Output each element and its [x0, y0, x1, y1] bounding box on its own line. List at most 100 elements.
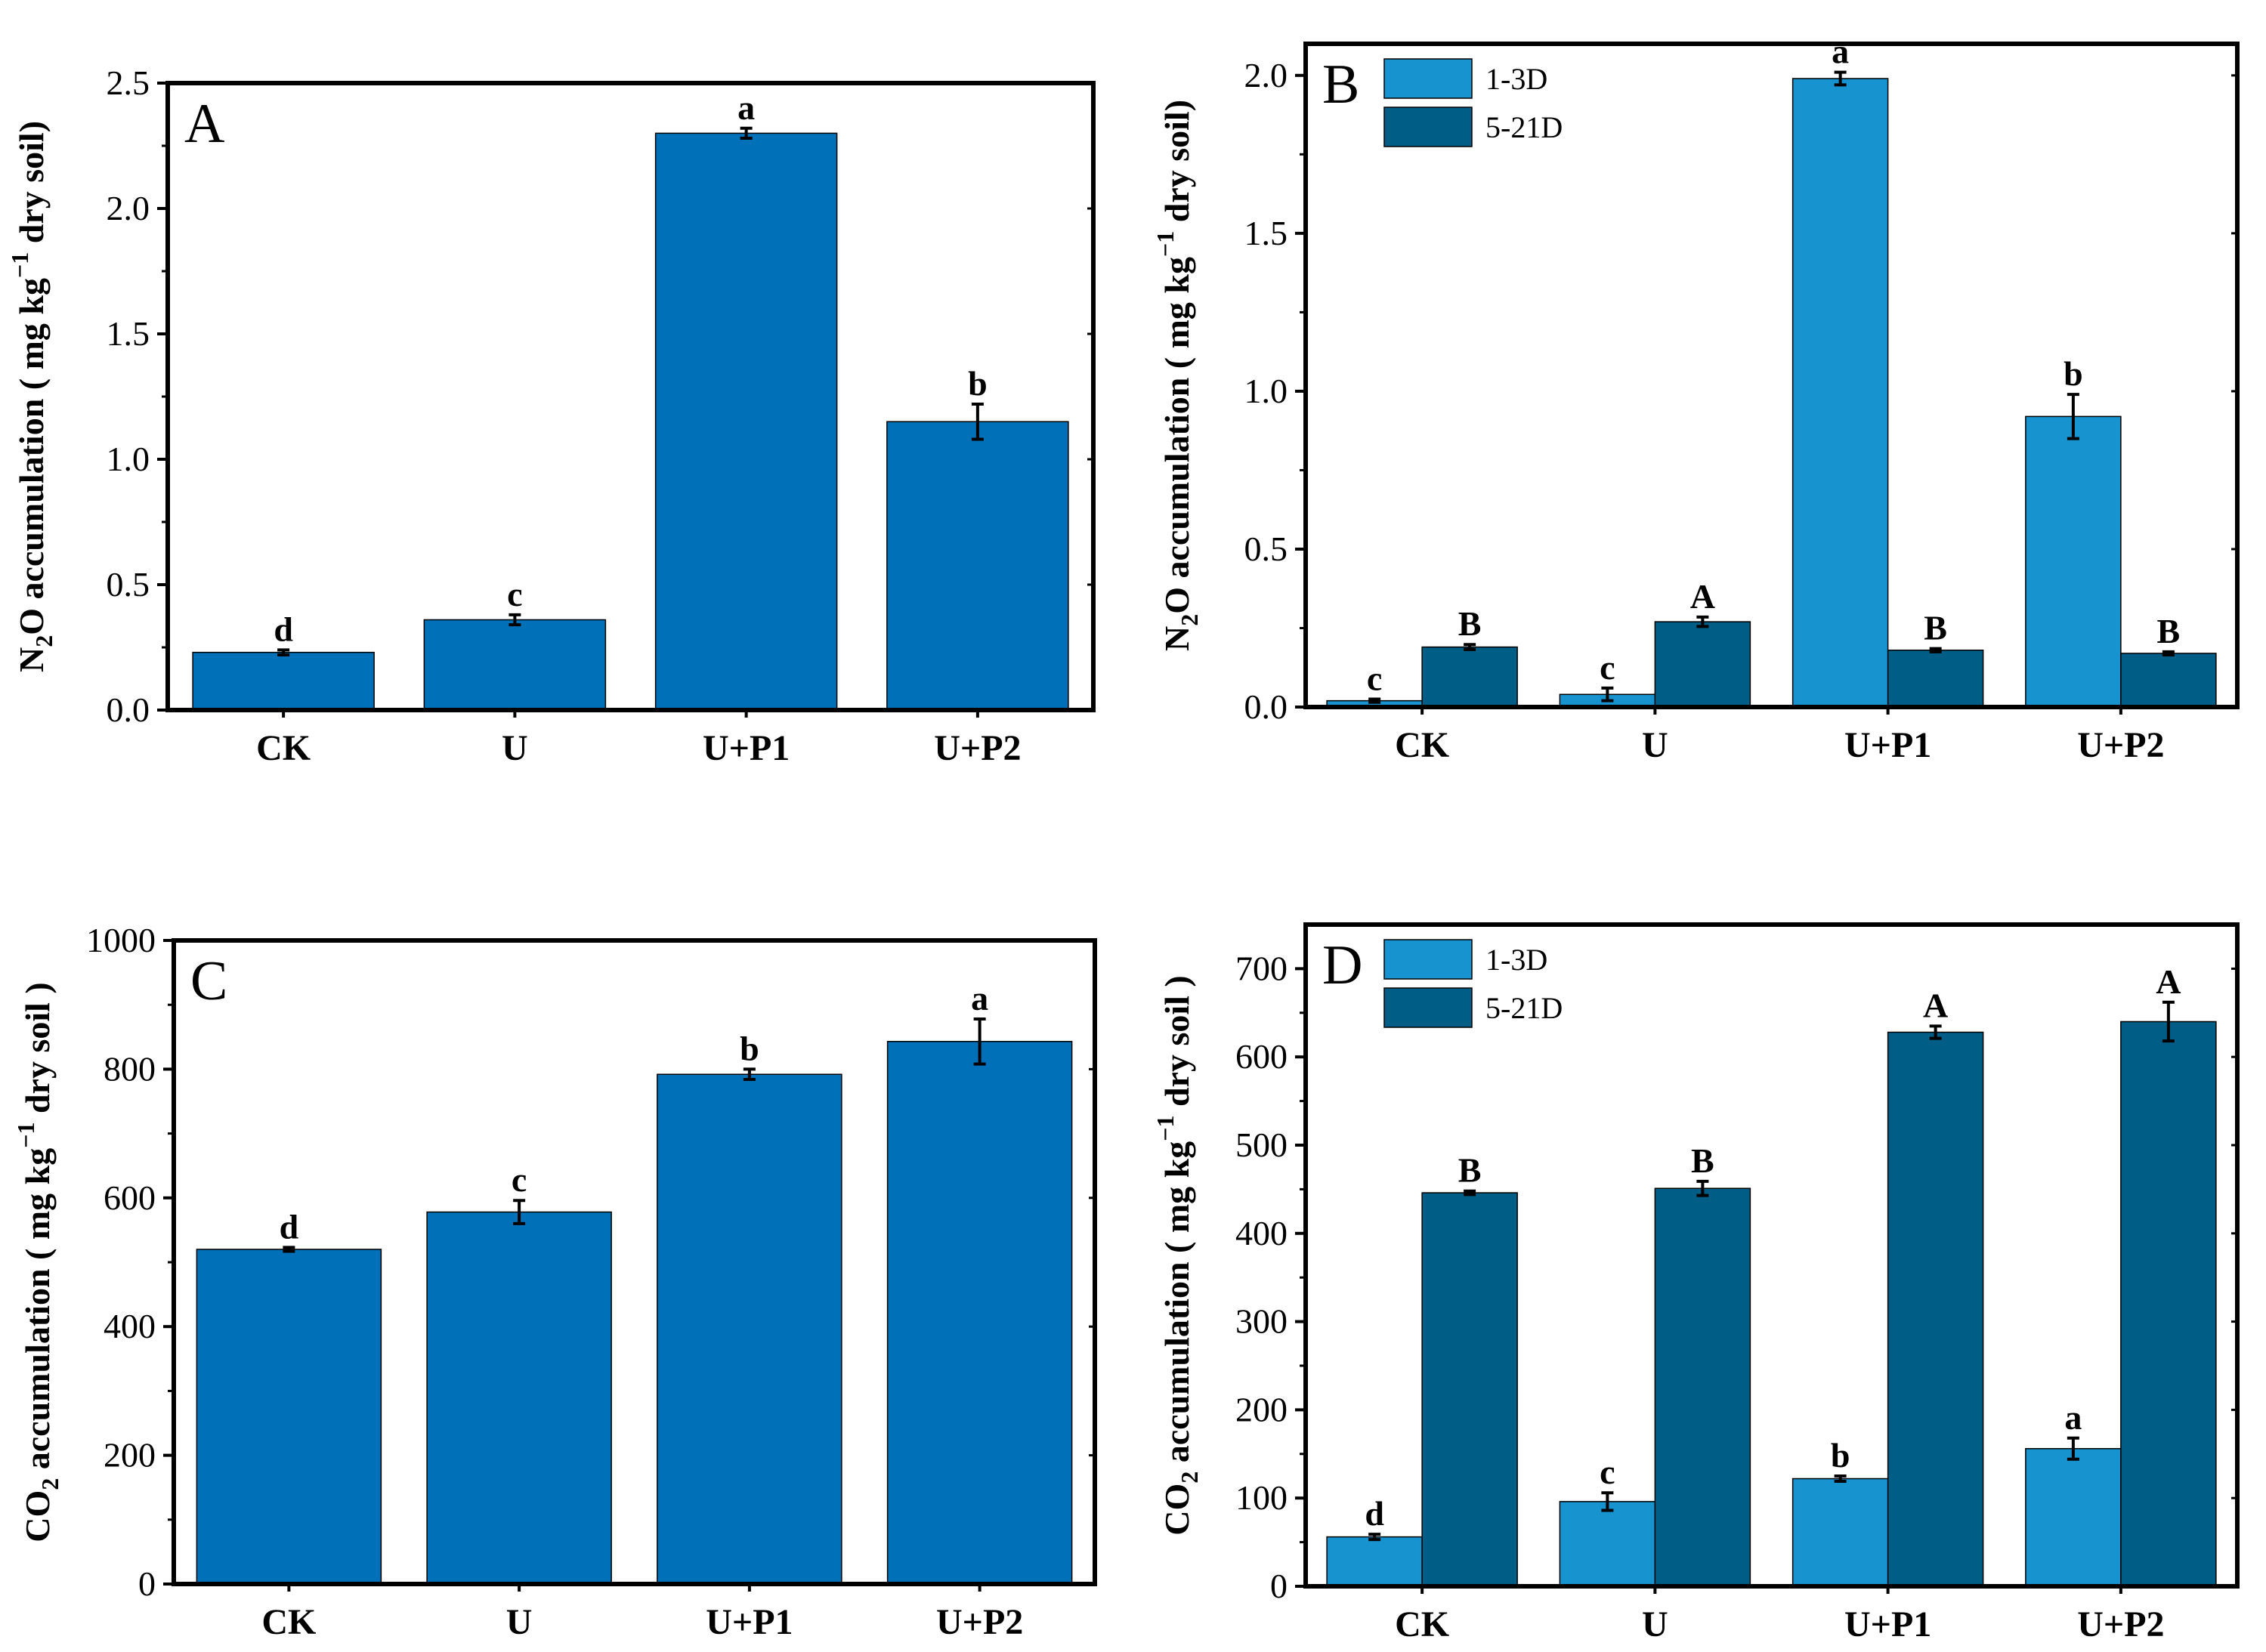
y-axis-title: N2O accumulation ( mg kg−1 dry soil) [6, 121, 57, 672]
y-tick-label: 600 [1235, 1037, 1288, 1076]
significance-letter: b [2064, 354, 2083, 393]
x-category-label: U [502, 728, 528, 768]
bar-d-1-2 [1559, 1501, 1656, 1587]
error-bar [1834, 70, 1847, 87]
significance-letter: d [280, 1207, 299, 1246]
error-bar [971, 402, 984, 441]
significance-letter: c [1600, 1453, 1615, 1491]
error-bar [283, 1246, 295, 1253]
y-tick-label: 600 [104, 1178, 156, 1217]
significance-letter: B [1924, 609, 1947, 647]
legend-label: 5-21D [1485, 110, 1563, 144]
y-tick-label: 1.0 [107, 440, 150, 478]
error-bar [1601, 686, 1614, 702]
chart-panel-b: c c a b B A B B 0.0 0.5 1.0 1.5 2.0 CK U U+P1 U+P2 B N2O a… [1152, 32, 2240, 765]
legend: 1-3D 5-21D [1383, 939, 1563, 1028]
y-tick-label: 800 [104, 1049, 156, 1088]
legend-label: 5-21D [1485, 991, 1563, 1025]
y-tick-label: 2.0 [107, 189, 150, 227]
x-category-label: U+P1 [706, 1602, 793, 1642]
error-bar [2162, 650, 2175, 657]
error-bar [1601, 1491, 1614, 1512]
bar-b-1-4 [2025, 415, 2122, 708]
bar-b-2-3 [1887, 649, 1984, 708]
y-tick-label: 0.0 [1244, 687, 1288, 726]
y-axis-title: CO2 accumulation ( mg kg−1 dry soil ) [12, 982, 63, 1542]
y-tick-label: 0.5 [1244, 530, 1288, 568]
error-bar [1464, 643, 1476, 651]
panel-letter: C [190, 950, 227, 1012]
significance-letter: c [507, 575, 522, 613]
x-category-label: U [1642, 725, 1668, 765]
x-category-label: U+P2 [936, 1602, 1023, 1642]
bar-a-1-2 [423, 619, 607, 711]
panel-letter: D [1322, 934, 1362, 996]
bar-a-1-3 [654, 132, 838, 711]
bar-b-2-2 [1654, 621, 1751, 708]
y-axis-title: CO2 accumulation ( mg kg−1 dry soil ) [1152, 975, 1203, 1536]
y-tick-label: 2.5 [107, 63, 150, 102]
error-bar [1834, 1474, 1847, 1484]
legend-swatch [1383, 58, 1473, 99]
x-category-label: CK [1395, 725, 1449, 765]
x-category-label: U+P2 [2077, 725, 2164, 765]
bar-c-1-3 [657, 1073, 842, 1585]
significance-letter: a [971, 979, 988, 1017]
y-tick-label: 100 [1235, 1478, 1288, 1517]
x-category-label: U+P1 [1844, 1604, 1931, 1644]
y-tick-label: 0 [138, 1564, 156, 1603]
bar-a-1-1 [192, 651, 375, 711]
significance-letter: b [1831, 1436, 1850, 1474]
y-tick-label: 1000 [86, 921, 156, 959]
bar-d-2-1 [1421, 1192, 1518, 1587]
error-bar [513, 1199, 526, 1225]
error-bar [2162, 1000, 2175, 1043]
x-category-label: CK [1395, 1604, 1449, 1644]
significance-letter: b [740, 1029, 759, 1067]
error-bar [1696, 1179, 1709, 1197]
error-bar [973, 1017, 986, 1066]
bar-c-1-2 [426, 1211, 612, 1585]
chart-panel-d: d c b a B B A A 0 100 200 300 400 500 600 700 CK U U+P1 U+P… [1152, 922, 2240, 1644]
y-tick-label: 1.5 [1244, 214, 1288, 252]
y-tick-label: 0.5 [107, 565, 150, 604]
significance-letter: c [1600, 648, 1615, 687]
error-bar [1696, 615, 1709, 628]
panel-letter: B [1322, 54, 1359, 116]
bar-c-1-1 [196, 1249, 382, 1585]
y-tick-label: 1.0 [1244, 372, 1288, 410]
legend-swatch [1383, 939, 1473, 980]
y-tick-label: 0 [1270, 1567, 1288, 1605]
significance-letter: a [737, 88, 755, 127]
significance-letter: B [1458, 1151, 1482, 1190]
x-category-label: U+P1 [703, 728, 790, 768]
significance-letter: d [1365, 1494, 1384, 1533]
y-tick-label: 300 [1235, 1302, 1288, 1341]
y-tick-label: 400 [1235, 1214, 1288, 1252]
significance-letter: B [2157, 612, 2181, 650]
bar-d-1-3 [1791, 1478, 1889, 1587]
significance-letter: A [1923, 986, 1948, 1024]
significance-letter: c [512, 1160, 527, 1199]
bar-a-1-4 [886, 421, 1069, 711]
bar-d-2-2 [1654, 1187, 1751, 1587]
legend-label: 1-3D [1485, 62, 1547, 96]
error-bar [1368, 697, 1381, 704]
significance-letter: c [1367, 659, 1382, 698]
bar-b-2-1 [1421, 646, 1518, 708]
chart-panel-c: d c b a 0 200 400 600 800 1000 CK U U+P1 U+P2 C CO2 acc… [12, 921, 1097, 1642]
bar-b-2-4 [2120, 653, 2217, 708]
error-bar [1368, 1533, 1381, 1542]
plot-frame [1303, 922, 2240, 1589]
significance-letter: b [968, 364, 988, 403]
legend-swatch [1383, 107, 1473, 147]
y-tick-label: 2.0 [1244, 56, 1288, 94]
bar-d-1-4 [2025, 1448, 2122, 1587]
bar-c-1-4 [886, 1041, 1073, 1585]
significance-letter: d [274, 610, 293, 648]
error-bar [1464, 1189, 1476, 1197]
x-category-label: CK [261, 1602, 316, 1642]
significance-letter: B [1458, 604, 1482, 643]
y-tick-label: 700 [1235, 949, 1288, 987]
